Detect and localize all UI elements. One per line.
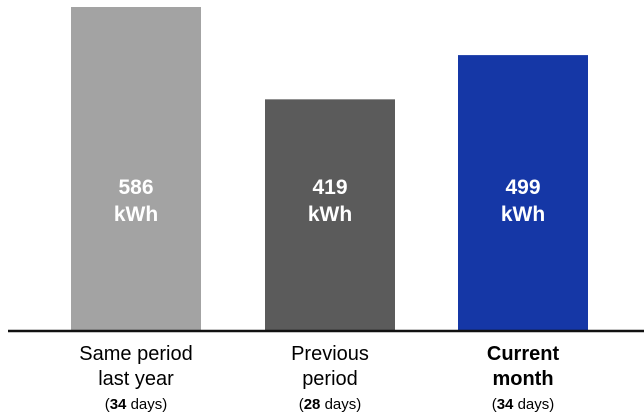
days-label: (28 days) — [299, 396, 362, 413]
bar-value-label: 499 — [505, 176, 540, 199]
bar-value-label: kWh — [114, 203, 158, 226]
bar-value-label: kWh — [501, 203, 545, 226]
bar-3 — [458, 55, 588, 332]
bar-value-label: kWh — [308, 203, 352, 226]
category-label: period — [302, 368, 358, 390]
category-label: last year — [98, 368, 174, 390]
bar-value-label: 419 — [312, 176, 347, 199]
bar-1 — [71, 7, 201, 331]
category-label: Previous — [291, 343, 369, 365]
days-label: (34 days) — [105, 396, 168, 413]
days-label: (34 days) — [492, 396, 555, 413]
bar-2 — [265, 99, 395, 331]
bar-value-label: 586 — [118, 176, 153, 199]
category-label: Same period — [79, 343, 192, 365]
category-label: month — [492, 368, 553, 390]
category-label: Current — [487, 343, 560, 365]
